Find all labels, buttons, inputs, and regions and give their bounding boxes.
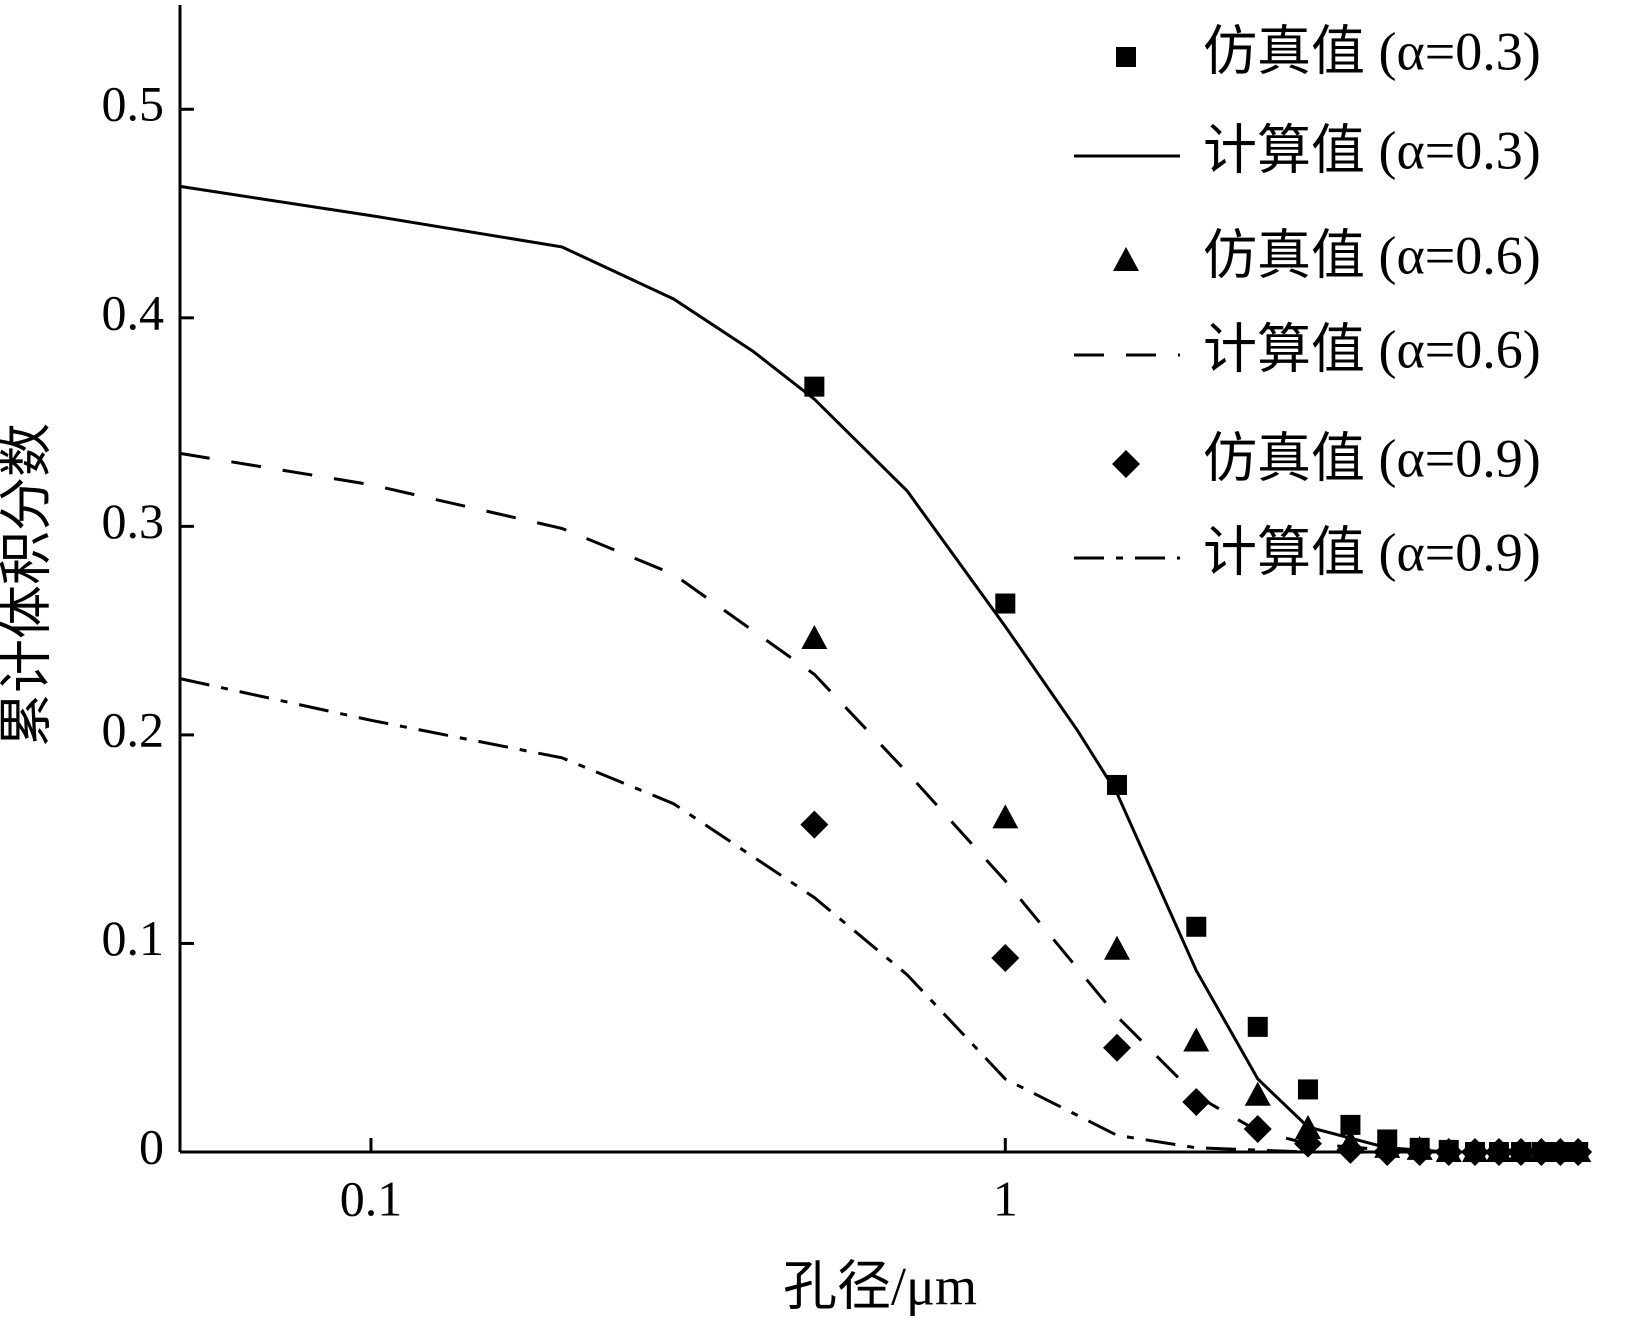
square-marker <box>1297 1079 1318 1100</box>
curve <box>179 677 1309 1154</box>
diamond-marker <box>1434 1138 1463 1166</box>
y-axis-label: 累计体积分数 <box>0 423 56 747</box>
y-tick-label: 0.5 <box>102 76 165 132</box>
diamond-marker <box>1564 1138 1593 1166</box>
diamond-marker <box>1546 1138 1575 1166</box>
y-tick-label: 0.2 <box>102 701 165 757</box>
triangle-marker <box>1183 1027 1210 1052</box>
diamond-marker <box>991 944 1020 973</box>
legend-label: 计算值 (α=0.6) <box>1203 319 1541 379</box>
square-marker <box>1116 47 1136 67</box>
x-axis-label: 孔径/μm <box>783 1256 977 1316</box>
y-tick-label: 0.4 <box>102 284 165 340</box>
diamond-marker <box>1103 1033 1132 1062</box>
square-marker <box>1340 1114 1361 1135</box>
diamond-marker <box>1405 1138 1434 1166</box>
square-marker <box>1107 774 1128 795</box>
diamond-marker <box>1373 1138 1402 1166</box>
triangle-marker <box>1104 935 1131 960</box>
legend-label: 仿真值 (α=0.6) <box>1203 225 1541 285</box>
diamond-marker <box>1484 1138 1513 1166</box>
square-marker <box>804 376 825 397</box>
triangle-marker <box>1113 247 1139 271</box>
square-marker <box>995 593 1016 614</box>
diamond-marker <box>1182 1087 1211 1116</box>
triangle-marker <box>801 624 828 649</box>
diamond-marker <box>1293 1129 1322 1158</box>
diamond-marker <box>1336 1135 1365 1164</box>
square-marker <box>1186 916 1207 937</box>
square-marker <box>1247 1016 1268 1037</box>
x-tick-label: 1 <box>993 1170 1018 1226</box>
legend-label: 计算值 (α=0.9) <box>1203 522 1541 582</box>
triangle-marker <box>992 804 1019 829</box>
diamond-marker <box>1527 1138 1556 1166</box>
y-tick-label: 0.1 <box>102 910 165 966</box>
diamond-marker <box>1506 1138 1535 1166</box>
triangle-marker <box>1294 1115 1321 1140</box>
diamond-marker <box>1243 1115 1272 1144</box>
triangle-marker <box>1244 1081 1271 1106</box>
diamond-marker <box>800 810 829 839</box>
legend-label: 仿真值 (α=0.9) <box>1203 428 1541 488</box>
y-tick-label: 0 <box>139 1118 164 1174</box>
y-tick-label: 0.3 <box>102 493 165 549</box>
diamond-marker <box>1112 450 1140 478</box>
x-tick-label: 0.1 <box>340 1170 403 1226</box>
diamond-marker <box>1460 1138 1489 1166</box>
legend-label: 仿真值 (α=0.3) <box>1203 21 1541 81</box>
legend-label: 计算值 (α=0.3) <box>1203 120 1541 180</box>
